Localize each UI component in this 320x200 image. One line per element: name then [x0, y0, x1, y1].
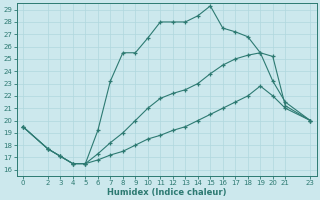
- X-axis label: Humidex (Indice chaleur): Humidex (Indice chaleur): [107, 188, 226, 197]
